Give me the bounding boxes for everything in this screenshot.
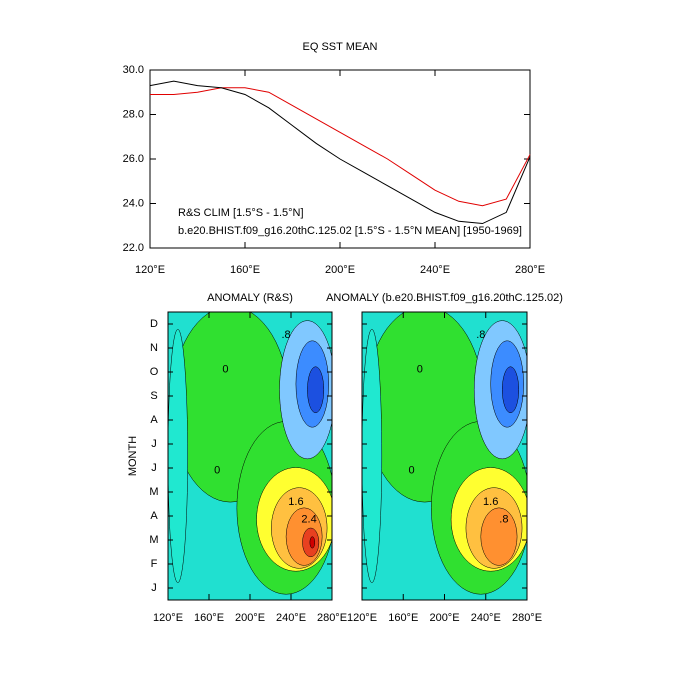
y-tick-label: 24.0 bbox=[123, 197, 144, 209]
y-tick-label: A bbox=[150, 510, 158, 522]
y-tick-label: O bbox=[150, 366, 159, 378]
legend-entry: b.e20.BHIST.f09_g16.20thC.125.02 [1.5°S … bbox=[178, 225, 522, 237]
panel-title: ANOMALY (b.e20.BHIST.f09_g16.20thC.125.0… bbox=[326, 292, 563, 304]
y-tick-label: J bbox=[151, 462, 157, 474]
contour-label: 1.6 bbox=[288, 496, 303, 508]
chart-title: EQ SST MEAN bbox=[303, 41, 378, 53]
y-tick-label: A bbox=[150, 414, 158, 426]
contour-label: 0 bbox=[417, 364, 423, 376]
contour-fill bbox=[480, 507, 518, 566]
contour-field: 0 .8 1.6 2.4 0 bbox=[168, 312, 332, 600]
contour-fill bbox=[307, 366, 325, 414]
y-tick-label: M bbox=[149, 486, 158, 498]
x-tick-label: 200°E bbox=[429, 612, 459, 624]
contour-fill bbox=[362, 329, 383, 583]
contour-label: .8 bbox=[281, 329, 290, 341]
contour-label: 0 bbox=[222, 364, 228, 376]
x-tick-label: 160°E bbox=[388, 612, 418, 624]
y-tick-label: N bbox=[150, 342, 158, 354]
panel-title: ANOMALY (R&S) bbox=[207, 292, 293, 304]
y-tick-label: M bbox=[149, 534, 158, 546]
x-tick-label: 240°E bbox=[276, 612, 306, 624]
y-tick-label: F bbox=[151, 558, 158, 570]
y-axis-label: MONTH bbox=[127, 436, 139, 476]
x-tick-label: 240°E bbox=[471, 612, 501, 624]
x-tick-label: 200°E bbox=[325, 264, 355, 276]
x-tick-label: 120°E bbox=[153, 612, 183, 624]
y-tick-label: D bbox=[150, 318, 158, 330]
x-tick-label: 160°E bbox=[194, 612, 224, 624]
x-tick-label: 240°E bbox=[420, 264, 450, 276]
contour-label: .8 bbox=[476, 329, 485, 341]
x-tick-label: 120°E bbox=[347, 612, 377, 624]
line-series bbox=[150, 87, 531, 207]
x-tick-label: 120°E bbox=[135, 264, 165, 276]
contour-label: 1.6 bbox=[483, 496, 498, 508]
contour-label: 0 bbox=[408, 464, 414, 476]
contour-fill bbox=[168, 329, 188, 583]
contour-fill bbox=[502, 366, 519, 414]
contour-field: 0.81.6.80 bbox=[362, 312, 527, 600]
y-tick-label: 30.0 bbox=[123, 64, 144, 76]
y-tick-label: 22.0 bbox=[123, 242, 144, 254]
x-tick-label: 280°E bbox=[512, 612, 542, 624]
line-series bbox=[149, 80, 531, 225]
y-tick-label: 28.0 bbox=[123, 108, 144, 120]
x-tick-label: 160°E bbox=[230, 264, 260, 276]
contour-fill bbox=[309, 536, 316, 549]
contour-label: 2.4 bbox=[301, 513, 316, 525]
y-tick-label: J bbox=[151, 582, 157, 594]
x-tick-label: 200°E bbox=[235, 612, 265, 624]
x-tick-label: 280°E bbox=[317, 612, 347, 624]
y-tick-label: 26.0 bbox=[123, 153, 144, 165]
contour-label: 0 bbox=[214, 464, 220, 476]
x-tick-label: 280°E bbox=[515, 264, 545, 276]
y-tick-label: J bbox=[151, 438, 157, 450]
y-tick-label: S bbox=[150, 390, 157, 402]
contour-label: .8 bbox=[499, 513, 508, 525]
legend-entry: R&S CLIM [1.5°S - 1.5°N] bbox=[178, 207, 304, 219]
